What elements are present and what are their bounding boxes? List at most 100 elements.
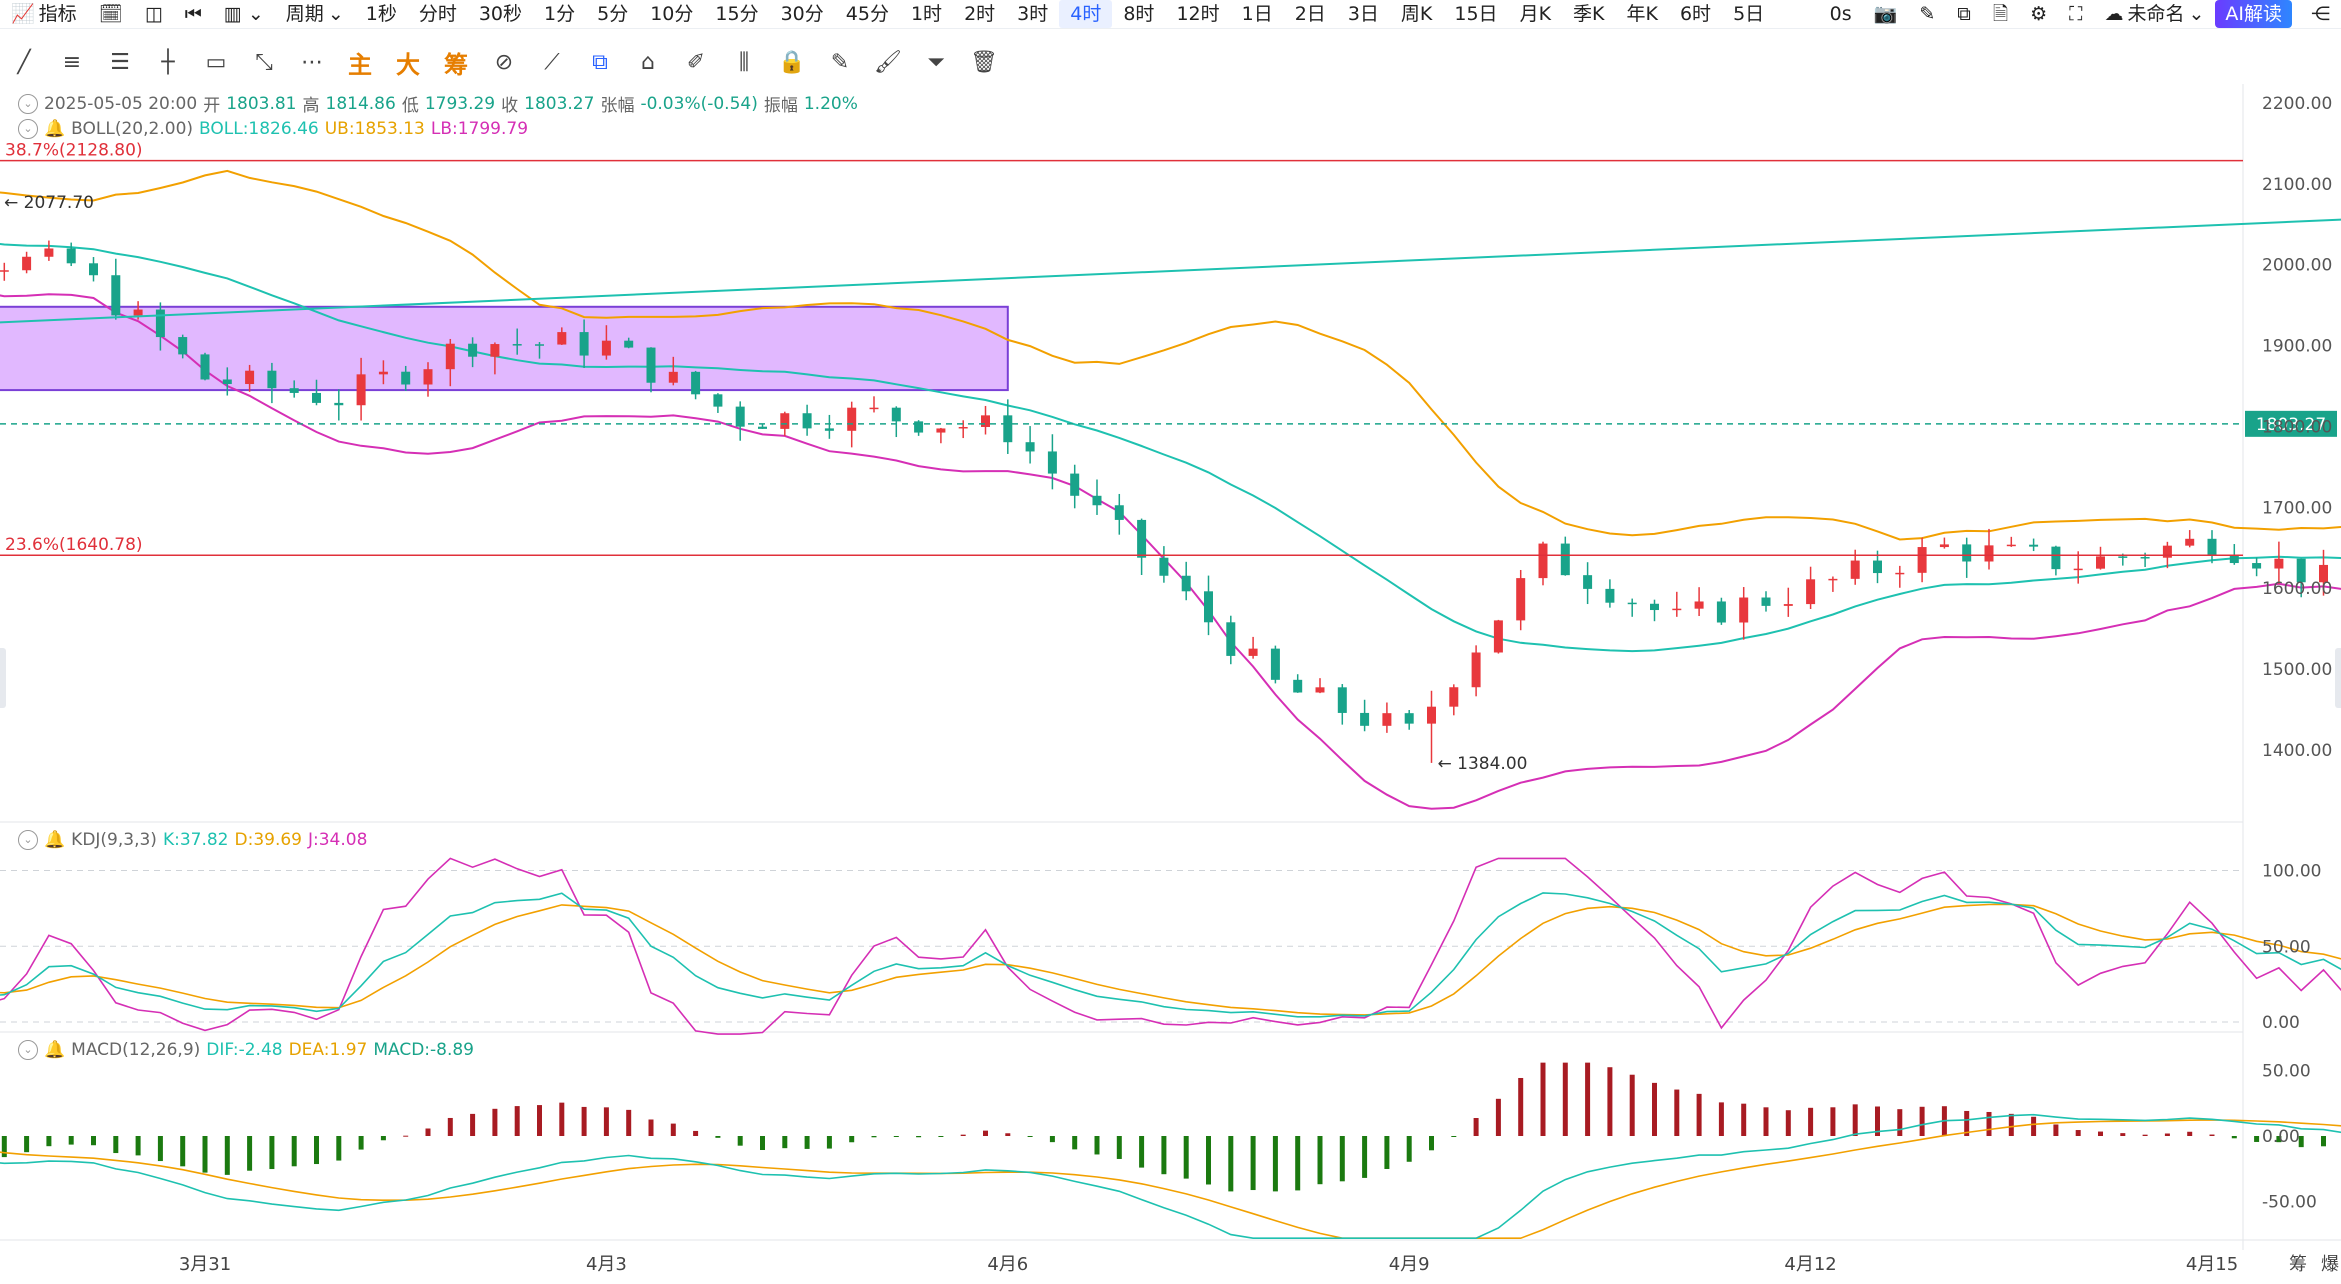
collapse-icon[interactable]: ⌄ [18,93,38,114]
candle-type-icon[interactable]: ▥ ⌄ [223,3,264,25]
period-16[interactable]: 2时 [964,3,996,25]
macd-histogram-bar [1986,1111,1992,1136]
main-chart-toggle[interactable]: 主 [348,50,372,79]
cloud-save-dropdown[interactable]: ☁ 未命名 ⌄ [2093,0,2215,28]
collapse-icon[interactable]: ⌄ [18,1040,38,1060]
period-20[interactable]: 12时 [1176,3,1220,25]
collapse-icon[interactable]: ⌄ [18,119,38,139]
candle-body [1382,713,1392,726]
lock-icon[interactable]: 🔒 [778,49,806,75]
macd-histogram-bar [1808,1107,1814,1136]
fib-236-label: 23.6%(1640.78) [5,535,143,555]
candle-body [512,344,522,346]
period-15[interactable]: 1时 [910,3,943,25]
period-19[interactable]: 8时 [1123,3,1155,25]
indicator-compare-icon[interactable]: ⫼ [738,49,750,75]
candle-body [1672,608,1682,611]
macd-histogram-bar [1206,1136,1211,1185]
gear-icon[interactable]: ⚙ [2030,3,2048,25]
measure-icon[interactable]: ⟋ [544,49,560,75]
macd-histogram-bar [916,1136,922,1138]
period-18[interactable]: 4时 [1059,0,1113,28]
filter-icon[interactable]: ⏷ [927,49,945,75]
period-26[interactable]: 月K [1519,3,1552,25]
more-tools-icon[interactable]: ⋯ [301,49,323,75]
period-9[interactable]: 1分 [544,3,576,25]
period-10[interactable]: 5分 [597,3,629,25]
candle-body [1627,602,1637,605]
layout-icon[interactable]: ◫ [144,3,163,25]
horizontal-lines-icon[interactable]: ☰ [110,49,130,75]
period-24[interactable]: 周K [1400,3,1433,25]
period-22[interactable]: 2日 [1294,3,1326,25]
share-window-icon[interactable]: ⧉ [1957,3,1971,25]
macd-histogram-bar [269,1136,275,1170]
macd-dif-line [0,1113,2341,1239]
period-29[interactable]: 6时 [1679,3,1712,25]
period-28[interactable]: 年K [1626,3,1658,25]
price-tick-label: 1700.00 [2262,498,2332,518]
parallel-lines-icon[interactable]: ≡ [62,49,82,75]
fib-icon[interactable]: ⤡ [255,49,273,75]
candle-body [958,426,968,429]
period-17[interactable]: 3时 [1017,3,1049,25]
share-icon[interactable]: ⋲ [2311,3,2330,25]
period-11[interactable]: 10分 [650,3,694,25]
brush-icon[interactable]: 🖌 [874,49,902,75]
period-25[interactable]: 15日 [1454,3,1498,25]
macd-histogram-bar [1607,1067,1613,1136]
period-13[interactable]: 30分 [780,3,824,25]
calendar-icon[interactable]: 🗓 [98,3,123,25]
rectangle-icon[interactable]: ▭ [205,49,227,75]
macd-histogram-bar [1852,1104,1858,1136]
macd-histogram-bar [893,1136,899,1137]
bell-icon[interactable]: 🔔 [44,119,66,139]
trash-icon[interactable]: 🗑 [970,49,998,75]
candle-body [1360,712,1370,726]
camera-icon[interactable]: 📷 [1873,3,1898,25]
candle-body [1895,572,1905,575]
macd-histogram-bar [2098,1131,2103,1136]
boll-mid-line [0,242,2341,653]
price-tick-label: 1800.00 [2262,417,2332,437]
large-order-toggle[interactable]: 大 [396,50,420,79]
period-12[interactable]: 15分 [715,3,759,25]
magnet-icon[interactable]: ⊘ [494,49,514,75]
candle-body [557,332,567,345]
bell-icon[interactable]: 🔔 [44,830,66,850]
replay-icon[interactable]: ⏮ [184,3,202,25]
right-scroll-handle[interactable] [2335,648,2341,708]
tag-icon[interactable]: ⌂ [641,49,655,75]
period-21[interactable]: 1日 [1241,3,1273,25]
period-14[interactable]: 45分 [845,3,889,25]
period-23[interactable]: 3日 [1347,3,1379,25]
period-7[interactable]: 分时 [418,3,457,25]
period-30[interactable]: 5日 [1733,3,1765,25]
period-8[interactable]: 30秒 [478,3,523,25]
pencil-icon[interactable]: ✐ [686,49,706,75]
note-icon[interactable]: ✎ [830,49,850,75]
candle-body [1560,543,1570,576]
macd-histogram-bar [2120,1133,2126,1136]
left-scroll-handle[interactable] [0,648,6,708]
macd-histogram-bar [68,1136,74,1145]
cloud-icon: ☁ [2104,3,2124,25]
macd-histogram-bar [1518,1077,1524,1136]
period-6[interactable]: 1秒 [365,3,397,25]
collapse-icon[interactable]: ⌄ [18,830,38,850]
edit-icon[interactable]: ✎ [1919,3,1936,25]
save-icon[interactable]: 🗎 [1992,3,2009,25]
candle-body [1270,648,1280,680]
chip-distribution-toggle[interactable]: 筹 [444,50,468,79]
period-dropdown[interactable]: 周期 ⌄ [285,3,344,25]
bell-icon[interactable]: 🔔 [44,1040,66,1060]
line-tool-icon[interactable]: ╱ [17,49,31,75]
indicator-button[interactable]: 📈 指标 [0,0,88,28]
copy-icon[interactable]: ⧉ [592,49,608,75]
fullscreen-icon[interactable]: ⛶ [2069,3,2083,25]
candle-body [222,379,232,385]
horizontal-ray-icon[interactable]: ┼ [161,49,175,75]
period-27[interactable]: 季K [1573,3,1605,25]
ai-analysis-button[interactable]: AI解读 [2215,0,2292,28]
